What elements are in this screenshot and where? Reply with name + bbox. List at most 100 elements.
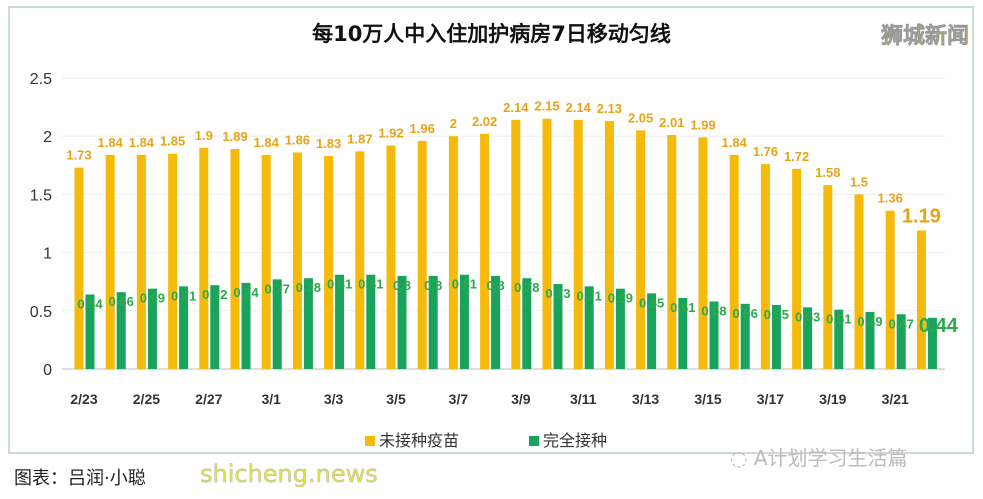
data-label: 2.15	[534, 99, 559, 114]
bar-vaccinated	[241, 282, 251, 369]
data-label: 0.77	[265, 281, 290, 296]
bar-vaccinated	[272, 279, 282, 369]
y-tick-label: 1	[43, 246, 52, 263]
bar-unvaccinated	[823, 185, 833, 369]
bar-unvaccinated	[168, 153, 178, 369]
bar-unvaccinated	[386, 145, 396, 369]
watermark: shicheng.news	[200, 460, 378, 489]
data-label: 1.9	[195, 128, 213, 143]
bar-unvaccinated	[292, 152, 302, 369]
bar-vaccinated	[303, 278, 313, 369]
bar-vaccinated	[335, 274, 345, 369]
bar-unvaccinated	[667, 135, 677, 369]
x-tick-label: 3/21	[882, 391, 909, 407]
y-tick-label: 2.5	[30, 71, 52, 88]
bar-vaccinated	[584, 286, 594, 369]
data-label: 2.14	[566, 100, 592, 115]
data-label: 0.71	[171, 288, 196, 303]
x-tick-label: 3/5	[386, 391, 406, 407]
data-label: 1.87	[347, 131, 372, 146]
data-label: 1.76	[753, 144, 778, 159]
bar-vaccinated	[491, 275, 501, 369]
data-label: 2.13	[597, 101, 622, 116]
data-label: 1.92	[378, 126, 403, 141]
data-label: 1.84	[98, 135, 124, 150]
data-label: 1.86	[285, 132, 310, 147]
x-tick-label: 3/9	[511, 391, 531, 407]
brand-logo: 狮城新闻	[880, 24, 970, 50]
data-label: 0.73	[545, 286, 570, 301]
bar-vaccinated	[210, 285, 220, 369]
data-label: 0.81	[327, 277, 352, 292]
data-label: 1.96	[410, 121, 435, 136]
x-tick-label: 3/13	[632, 391, 659, 407]
y-tick-label: 2	[43, 129, 52, 146]
bar-unvaccinated	[604, 121, 614, 370]
data-label: 1.99	[690, 117, 715, 132]
x-tick-label: 3/1	[261, 391, 281, 407]
data-label: 0.55	[764, 307, 789, 322]
data-label: 1.5	[850, 174, 868, 189]
x-tick-label: 3/19	[819, 391, 846, 407]
data-label: 0.69	[608, 291, 633, 306]
legend-item-unvaccinated: 未接种疫苗	[365, 427, 459, 451]
data-label: 1.89	[222, 129, 247, 144]
bar-vaccinated	[147, 288, 157, 369]
bar-vaccinated	[397, 275, 407, 369]
bar-vaccinated	[428, 275, 438, 369]
data-label: 0.74	[233, 285, 259, 300]
bar-unvaccinated	[136, 154, 146, 369]
bar-unvaccinated	[573, 119, 583, 370]
bar-vaccinated	[116, 292, 126, 369]
data-label: 1.73	[66, 148, 91, 163]
legend-label: 完全接种	[543, 431, 608, 450]
data-label: 1.58	[815, 165, 840, 180]
data-label: 2.02	[472, 114, 497, 129]
bar-unvaccinated	[542, 118, 552, 370]
legend: 未接种疫苗 完全接种	[365, 427, 607, 451]
x-tick-label: 3/15	[694, 391, 721, 407]
data-label: 0.47	[889, 316, 914, 331]
data-label: 1.84	[254, 135, 280, 150]
bar-vaccinated	[834, 309, 844, 369]
data-label: 0.69	[140, 291, 165, 306]
data-label: 0.81	[358, 277, 383, 292]
data-label: 0.53	[795, 309, 820, 324]
data-label: 1.84	[722, 135, 748, 150]
x-tick-label: 2/25	[133, 391, 160, 407]
bar-vaccinated	[459, 274, 469, 369]
bar-unvaccinated	[74, 167, 84, 369]
data-label: 2.14	[503, 100, 529, 115]
bar-vaccinated	[771, 304, 781, 369]
bar-unvaccinated	[355, 151, 365, 369]
wechat-account: ◌ A计划学习生活篇	[730, 446, 908, 470]
data-label: 1.83	[316, 136, 341, 151]
data-label: 0.78	[296, 280, 321, 295]
data-label: 1.19	[902, 205, 941, 227]
data-label: 0.49	[857, 314, 882, 329]
credit-text: 图表：吕润·小聪	[14, 468, 146, 489]
y-tick-label: 0	[43, 362, 52, 379]
bar-unvaccinated	[916, 230, 926, 369]
bar-vaccinated	[553, 284, 563, 369]
y-tick-label: 1.5	[30, 187, 52, 204]
data-label: 0.56	[733, 306, 758, 321]
data-label: 0.8	[487, 278, 505, 293]
bar-vaccinated	[366, 274, 376, 369]
x-tick-label: 2/23	[70, 391, 97, 407]
data-label: 0.66	[109, 294, 134, 309]
wechat-name: A计划学习生活篇	[753, 446, 908, 470]
bar-vaccinated	[179, 286, 189, 369]
bar-vaccinated	[803, 307, 813, 369]
bar-vaccinated	[896, 314, 906, 369]
bar-vaccinated	[927, 317, 937, 369]
data-label: 2.05	[628, 110, 653, 125]
x-tick-label: 2/27	[195, 391, 222, 407]
data-label: 0.58	[701, 303, 726, 318]
x-tick-label: 3/3	[324, 391, 344, 407]
bar-unvaccinated	[698, 137, 708, 369]
data-label: 0.78	[514, 280, 539, 295]
bar-unvaccinated	[230, 149, 240, 369]
bar-unvaccinated	[885, 210, 895, 369]
